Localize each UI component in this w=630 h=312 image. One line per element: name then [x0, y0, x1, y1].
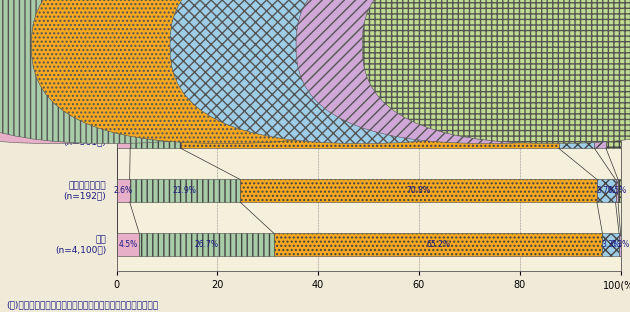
Text: 56.9%: 56.9%: [282, 79, 306, 88]
Text: 3.7%: 3.7%: [597, 186, 616, 195]
Text: 10.5%: 10.5%: [539, 79, 563, 88]
Bar: [619, 233, 621, 256]
Bar: [602, 233, 619, 256]
Text: |: |: [554, 51, 556, 58]
Bar: [117, 179, 130, 202]
Text: 4.5%: 4.5%: [118, 240, 137, 249]
Bar: [117, 126, 130, 148]
Text: 7.1%: 7.1%: [567, 132, 586, 141]
Bar: [524, 72, 577, 94]
Text: 2.3%: 2.3%: [590, 132, 610, 141]
Text: 17.3%: 17.3%: [469, 79, 493, 88]
Text: 10.0%: 10.0%: [144, 132, 168, 141]
Text: |: |: [362, 51, 364, 58]
Bar: [606, 126, 621, 148]
Text: 1.2%: 1.2%: [110, 79, 129, 88]
Text: 75.0%: 75.0%: [357, 132, 382, 141]
Bar: [594, 126, 606, 148]
Text: |: |: [53, 51, 55, 58]
Text: 分からない: 分からない: [561, 40, 586, 49]
Bar: [123, 72, 151, 94]
Text: 緩やかである: 緩やかである: [495, 40, 525, 49]
Bar: [240, 179, 597, 202]
Bar: [130, 179, 240, 202]
Bar: [577, 72, 621, 94]
Text: 8.6%: 8.6%: [589, 79, 609, 88]
Bar: [117, 233, 139, 256]
Text: 妥当である: 妥当である: [230, 40, 255, 49]
Text: |: |: [110, 51, 112, 58]
Text: 21.9%: 21.9%: [173, 186, 197, 195]
Text: 2.7%: 2.7%: [114, 132, 133, 141]
Text: 70.8%: 70.8%: [406, 186, 430, 195]
Bar: [274, 233, 602, 256]
Text: どちらかといえば厳しい: どちらかといえば厳しい: [117, 40, 171, 49]
Text: 厳しい: 厳しい: [60, 40, 75, 49]
Text: 倫理規程で定められている行為規制の内容全般について、どのように思いますか。: 倫理規程で定められている行為規制の内容全般について、どのように思いますか。: [47, 22, 324, 35]
Bar: [559, 126, 594, 148]
Bar: [597, 179, 616, 202]
Text: 2.6%: 2.6%: [113, 186, 133, 195]
Text: 嘶3: 嘶3: [6, 22, 23, 35]
Bar: [616, 179, 618, 202]
Text: |: |: [488, 51, 490, 58]
Text: 3.3%: 3.3%: [601, 240, 621, 249]
Text: (注)　市民モニター以外の「分からない」は数値を省略した。: (注) 市民モニター以外の「分からない」は数値を省略した。: [6, 300, 158, 309]
Text: 0.5%: 0.5%: [607, 186, 626, 195]
Text: 0.3%: 0.3%: [610, 240, 629, 249]
Bar: [130, 126, 181, 148]
Text: 65.2%: 65.2%: [426, 240, 450, 249]
Text: 5.5%: 5.5%: [127, 79, 146, 88]
Bar: [151, 72, 437, 94]
Bar: [139, 233, 274, 256]
Bar: [437, 72, 524, 94]
Bar: [618, 179, 621, 202]
Text: 26.7%: 26.7%: [195, 240, 219, 249]
Text: |: |: [223, 51, 226, 58]
Text: どちらかといえば緩やかである: どちらかといえば緩やかである: [369, 40, 438, 49]
Bar: [117, 72, 123, 94]
Bar: [181, 126, 559, 148]
